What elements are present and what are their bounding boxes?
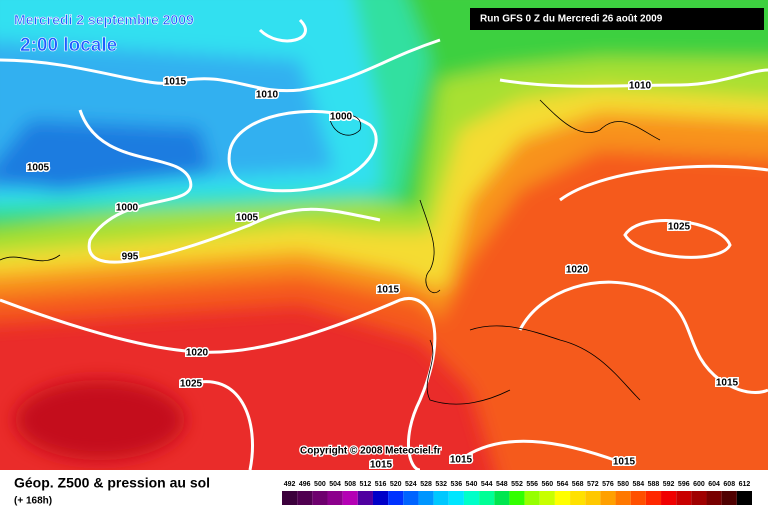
scale-label: 516 (375, 481, 387, 488)
scale-swatch (676, 491, 692, 505)
scale-label: 528 (420, 481, 432, 488)
isobar-label: 1015 (377, 285, 400, 296)
scale-swatch (418, 491, 434, 505)
scale-swatch (539, 491, 555, 505)
scale-label: 588 (648, 481, 660, 488)
scale-swatch (630, 491, 646, 505)
scale-label: 524 (405, 481, 417, 488)
isobar-label: 1020 (566, 265, 589, 276)
scale-label: 556 (526, 481, 538, 488)
isobar-label: 1025 (668, 222, 691, 233)
scale-label: 504 (329, 481, 341, 488)
isobar-label: 1000 (330, 112, 353, 123)
isobar-label: 1015 (370, 460, 393, 471)
scale-swatch (661, 491, 677, 505)
scale-label: 608 (723, 481, 735, 488)
scale-swatch (403, 491, 419, 505)
scale-swatch (479, 491, 495, 505)
scale-swatch (524, 491, 540, 505)
scale-label: 592 (663, 481, 675, 488)
scale-label: 572 (587, 481, 599, 488)
isobar-label: 1005 (27, 163, 50, 174)
scale-label: 540 (466, 481, 478, 488)
isobar-label: 1005 (236, 213, 259, 224)
isobar-label: 1020 (186, 348, 209, 359)
scale-swatch (463, 491, 480, 505)
isobar-label: 1000 (116, 203, 139, 214)
scale-swatch (509, 491, 525, 505)
isobar-label: 1015 (613, 457, 636, 468)
date: Mercredi 2 septembre 2009 (14, 12, 194, 28)
scale-label: 600 (693, 481, 705, 488)
scale-label: 496 (299, 481, 311, 488)
scale-swatch (327, 491, 343, 505)
isobar-label: 1010 (256, 90, 279, 101)
scale-swatch (615, 491, 631, 505)
scale-swatch (585, 491, 601, 505)
scale-label: 520 (390, 481, 402, 488)
scale-swatch (494, 491, 510, 505)
isobar-label: 995 (122, 252, 139, 263)
run-box (470, 8, 764, 30)
scale-swatch (282, 491, 298, 505)
scale-swatch (312, 491, 328, 505)
scale-swatch (388, 491, 404, 505)
scale-label: 564 (557, 481, 569, 488)
isobar-label: 1010 (629, 81, 652, 92)
scale-swatch (342, 491, 358, 505)
field (0, 0, 768, 470)
scale-swatch (448, 491, 464, 505)
scale-swatch (645, 491, 662, 505)
scale-label: 512 (360, 481, 372, 488)
scale-label: 604 (708, 481, 720, 488)
scale-swatch (736, 491, 752, 505)
footer-title: Géop. Z500 & pression au sol (14, 475, 210, 491)
scale-label: 544 (481, 481, 493, 488)
scale-swatch (600, 491, 616, 505)
scale-swatch (372, 491, 389, 505)
scale-label: 508 (344, 481, 356, 488)
scale-label: 500 (314, 481, 326, 488)
coastlines (0, 99, 661, 405)
scale-label: 568 (572, 481, 584, 488)
isobar-label: 1015 (716, 378, 739, 389)
isobar-label: 1025 (180, 379, 203, 390)
isobars (0, 18, 768, 470)
scale-label: 536 (451, 481, 463, 488)
footer-lead: (+ 168h) (14, 496, 52, 507)
scale-swatch (297, 491, 313, 505)
scale-label: 552 (511, 481, 523, 488)
scale-swatch (570, 491, 586, 505)
scale-swatch (691, 491, 707, 505)
scale-swatch (357, 491, 373, 505)
scale-label: 532 (435, 481, 447, 488)
scale-label: 596 (678, 481, 690, 488)
scale-label: 560 (541, 481, 553, 488)
scale-label: 612 (739, 481, 751, 488)
scale-label: 580 (617, 481, 629, 488)
scale-swatch (721, 491, 737, 505)
scale-label: 492 (284, 481, 296, 488)
run-info: Run GFS 0 Z du Mercredi 26 août 2009 (480, 14, 663, 25)
scale-label: 584 (632, 481, 644, 488)
scale-label: 576 (602, 481, 614, 488)
isobar-label: 1015 (164, 77, 187, 88)
scale-swatch (433, 491, 449, 505)
scale-swatch (706, 491, 722, 505)
scale-label: 548 (496, 481, 508, 488)
copyright: Copyright © 2008 Meteociel.fr (300, 446, 441, 457)
isobar-label: 1015 (450, 455, 473, 466)
scale-swatch (554, 491, 571, 505)
time: 2:00 locale (20, 35, 117, 56)
